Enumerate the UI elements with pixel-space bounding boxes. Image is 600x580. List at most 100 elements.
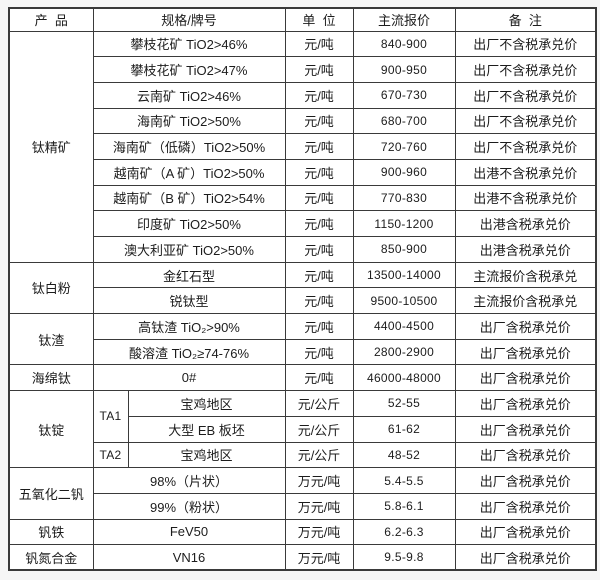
price-cell: 840-900: [352, 30, 456, 58]
price-cell: 770-830: [352, 184, 456, 212]
spec-cell: 宝鸡地区: [127, 441, 286, 469]
product-cell: 钛精矿: [8, 30, 94, 263]
spec-cell: 宝鸡地区: [127, 390, 286, 417]
spec-cell: 海南矿 TiO2>50%: [92, 107, 286, 135]
table-row: 越南矿（A 矿）TiO2>50% 元/吨 900-960 出港不含税承兑价: [9, 158, 597, 186]
spec-cell: FeV50: [92, 518, 286, 546]
note-cell: 出厂含税承兑价: [454, 415, 597, 443]
spec-cell: 云南矿 TiO2>46%: [92, 81, 286, 109]
price-cell: 720-760: [352, 133, 456, 160]
note-cell: 主流报价含税承兑: [454, 287, 597, 315]
unit-cell: 元/吨: [284, 107, 354, 135]
table-row: 钛渣 高钛渣 TiO₂>90% 元/吨 4400-4500 出厂含税承兑价: [8, 313, 597, 366]
note-cell: 出厂不含税承兑价: [454, 30, 597, 58]
product-cell: 钒铁: [8, 518, 94, 546]
header-product: 产 品: [8, 7, 94, 32]
price-cell: 52-55: [352, 390, 456, 417]
note-cell: 出厂含税承兑价: [454, 544, 597, 571]
spec-cell: 澳大利亚矿 TiO2>50%: [92, 236, 286, 263]
note-cell: 主流报价含税承兑: [454, 261, 597, 289]
price-cell: 2800-2900: [352, 338, 456, 366]
table-row: 海南矿 TiO2>50% 元/吨 680-700 出厂不含税承兑价: [9, 107, 597, 135]
table-row: 99%（粉状） 万元/吨 5.8-6.1 出厂含税承兑价: [9, 492, 597, 520]
product-cell: 海绵钛: [8, 364, 94, 392]
table-row: 钛锭 TA1 宝鸡地区 元/公斤 52-55 出厂含税承兑价: [8, 390, 597, 469]
table-row: 钒氮合金 VN16 万元/吨 9.5-9.8 出厂含税承兑价: [8, 544, 597, 571]
unit-cell: 元/吨: [284, 364, 354, 392]
spec-cell: 99%（粉状）: [92, 492, 286, 520]
header-price: 主流报价: [352, 7, 456, 32]
note-cell: 出港不含税承兑价: [454, 158, 597, 186]
price-cell: 5.4-5.5: [352, 467, 456, 494]
unit-cell: 元/公斤: [284, 415, 354, 443]
spec-cell: 攀枝花矿 TiO2>46%: [92, 30, 286, 58]
note-cell: 出厂含税承兑价: [454, 390, 597, 417]
price-cell: 900-950: [352, 56, 456, 83]
table-row: TA2 宝鸡地区 元/公斤 48-52 出厂含税承兑价: [9, 441, 597, 469]
note-cell: 出港含税承兑价: [454, 236, 597, 263]
unit-cell: 元/吨: [284, 313, 354, 340]
grade-cell: TA1: [92, 390, 129, 443]
note-cell: 出港不含税承兑价: [454, 184, 597, 212]
price-cell: 13500-14000: [352, 261, 456, 289]
note-cell: 出厂不含税承兑价: [454, 81, 597, 109]
table-row: 海绵钛 0# 元/吨 46000-48000 出厂含税承兑价: [8, 364, 597, 392]
spec-cell: 金红石型: [92, 261, 286, 289]
table-row: 越南矿（B 矿）TiO2>54% 元/吨 770-830 出港不含税承兑价: [9, 184, 597, 212]
price-cell: 5.8-6.1: [352, 492, 456, 520]
price-cell: 61-62: [352, 415, 456, 443]
note-cell: 出厂含税承兑价: [454, 313, 597, 340]
spec-cell: 锐钛型: [92, 287, 286, 315]
price-cell: 48-52: [352, 441, 456, 469]
header-note: 备 注: [454, 7, 597, 32]
price-cell: 850-900: [352, 236, 456, 263]
unit-cell: 元/吨: [284, 338, 354, 366]
price-cell: 670-730: [352, 81, 456, 109]
table-row: 澳大利亚矿 TiO2>50% 元/吨 850-900 出港含税承兑价: [9, 236, 597, 263]
spec-cell: 酸溶渣 TiO₂≥74-76%: [92, 338, 286, 366]
price-cell: 46000-48000: [352, 364, 456, 392]
table-row: 钛白粉 金红石型 元/吨 13500-14000 主流报价含税承兑: [8, 261, 597, 315]
price-cell: 9500-10500: [352, 287, 456, 315]
note-cell: 出厂含税承兑价: [454, 518, 597, 546]
spec-cell: VN16: [92, 544, 286, 571]
spec-cell: 0#: [92, 364, 286, 392]
note-cell: 出港含税承兑价: [454, 210, 597, 237]
note-cell: 出厂不含税承兑价: [454, 133, 597, 160]
note-cell: 出厂含税承兑价: [454, 364, 597, 392]
unit-cell: 元/吨: [284, 158, 354, 186]
spec-cell: 印度矿 TiO2>50%: [92, 210, 286, 237]
spec-cell: 越南矿（A 矿）TiO2>50%: [92, 158, 286, 186]
table-row: 大型 EB 板坯 元/公斤 61-62 出厂含税承兑价: [9, 415, 597, 443]
unit-cell: 元/公斤: [284, 441, 354, 469]
note-cell: 出厂含税承兑价: [454, 338, 597, 366]
table-row: 五氧化二钒 98%（片状） 万元/吨 5.4-5.5 出厂含税承兑价: [8, 467, 597, 520]
spec-cell: 攀枝花矿 TiO2>47%: [92, 56, 286, 83]
unit-cell: 元/吨: [284, 81, 354, 109]
unit-cell: 元/吨: [284, 210, 354, 237]
table-row: 锐钛型 元/吨 9500-10500 主流报价含税承兑: [9, 287, 597, 315]
price-cell: 900-960: [352, 158, 456, 186]
price-cell: 9.5-9.8: [352, 544, 456, 571]
unit-cell: 元/吨: [284, 184, 354, 212]
price-table-rows: 钛精矿 攀枝花矿 TiO2>46% 元/吨 840-900 出厂不含税承兑价 攀枝花矿 T…: [8, 30, 597, 571]
unit-cell: 万元/吨: [284, 544, 354, 571]
spec-cell: 98%（片状）: [92, 467, 286, 494]
table-row: 印度矿 TiO2>50% 元/吨 1150-1200 出港含税承兑价: [9, 210, 597, 237]
header-spec: 规格/牌号: [92, 7, 286, 32]
table-row: 酸溶渣 TiO₂≥74-76% 元/吨 2800-2900 出厂含税承兑价: [9, 338, 597, 366]
product-cell: 钛锭: [8, 390, 94, 469]
product-cell: 五氧化二钒: [8, 467, 94, 520]
unit-cell: 元/公斤: [284, 390, 354, 417]
price-table: 产 品 规格/牌号 单 位 主流报价 备 注 钛精矿 攀枝花矿 TiO2>46% 元…: [8, 7, 597, 572]
product-cell: 钛白粉: [8, 261, 94, 315]
product-cell: 钛渣: [8, 313, 94, 366]
product-cell: 钒氮合金: [8, 544, 94, 571]
table-row: 云南矿 TiO2>46% 元/吨 670-730 出厂不含税承兑价: [9, 81, 597, 109]
price-cell: 6.2-6.3: [352, 518, 456, 546]
note-cell: 出厂不含税承兑价: [454, 56, 597, 83]
price-cell: 4400-4500: [352, 313, 456, 340]
unit-cell: 万元/吨: [284, 518, 354, 546]
unit-cell: 元/吨: [284, 287, 354, 315]
note-cell: 出厂含税承兑价: [454, 467, 597, 494]
